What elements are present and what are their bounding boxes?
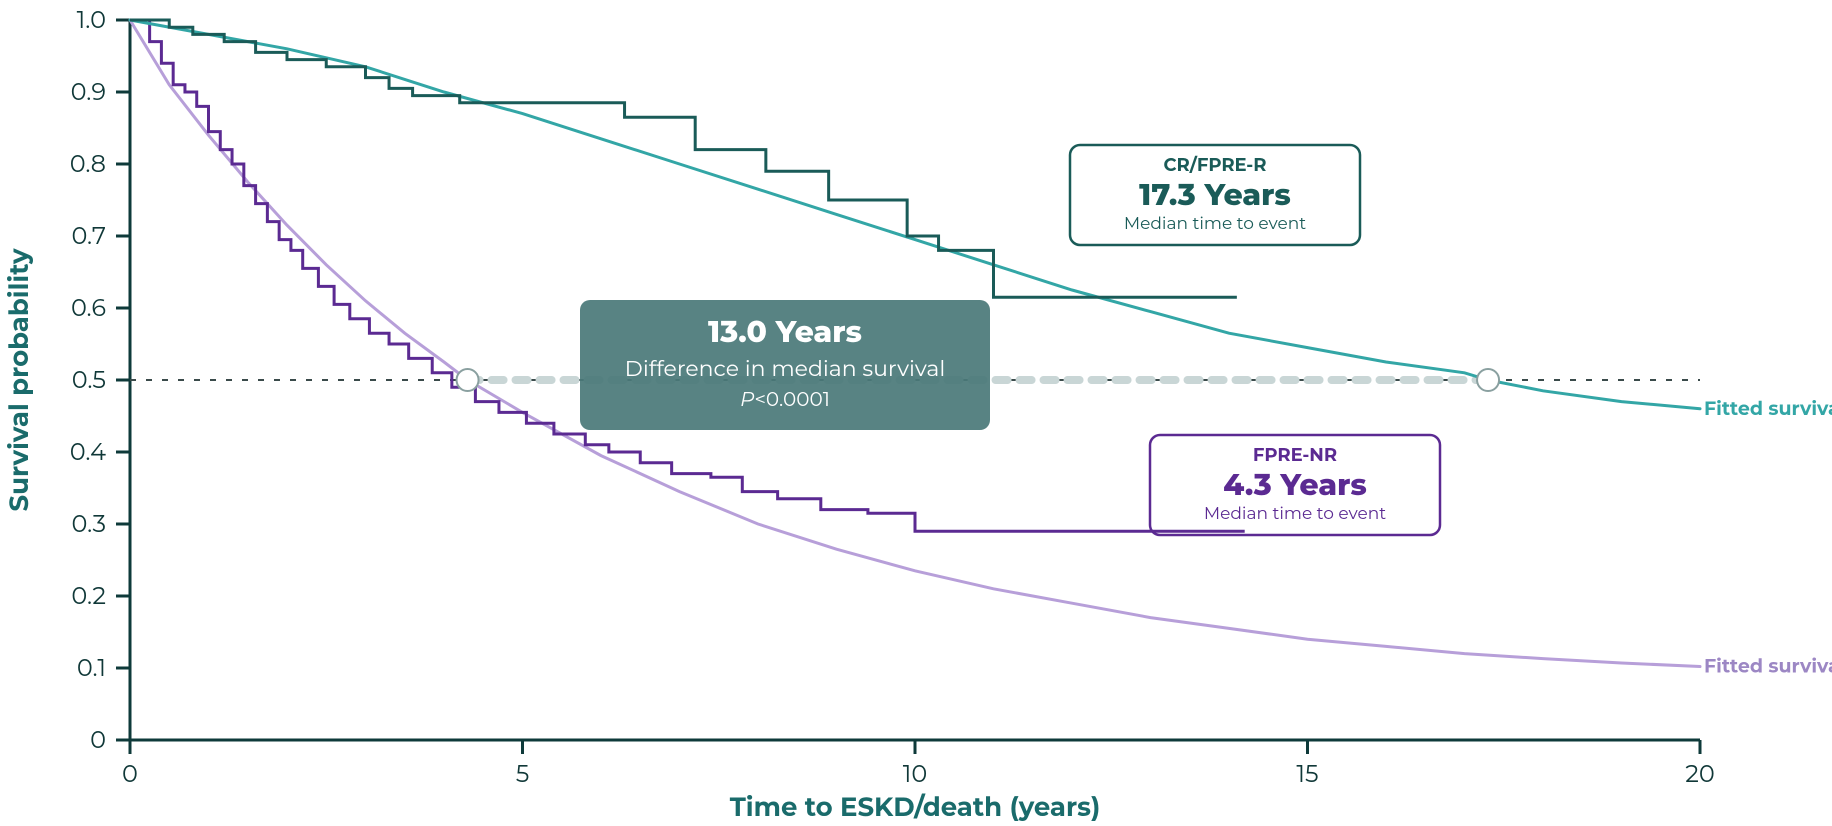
nr-callout-line1: FPRE-NR <box>1253 444 1337 466</box>
cr-callout-line2: 17.3 Years <box>1139 176 1291 213</box>
x-tick-label: 0 <box>122 760 138 789</box>
y-tick-label: 0.4 <box>70 438 106 467</box>
y-tick-label: 0.1 <box>77 654 106 683</box>
nr-step-curve <box>130 20 1245 531</box>
difference-subtitle: Difference in median survival <box>625 355 946 382</box>
y-tick-label: 0.7 <box>71 222 106 251</box>
y-tick-label: 0.9 <box>71 78 106 107</box>
x-tick-label: 15 <box>1296 760 1318 789</box>
x-axis-title: Time to ESKD/death (years) <box>730 791 1101 823</box>
cr-median-marker <box>1477 369 1499 391</box>
y-tick-label: 0.5 <box>72 366 106 395</box>
nr-callout-line3: Median time to event <box>1204 504 1386 524</box>
cr-callout-line3: Median time to event <box>1124 214 1306 234</box>
cr-callout-line1: CR/FPRE-R <box>1164 154 1267 176</box>
survival-chart: 0 0.1 0.2 0.3 0.4 0.5 0.6 0.7 0.8 0.9 1.0 0 5 10 15 20 T… <box>0 0 1832 826</box>
y-tick-label: 0.2 <box>71 582 106 611</box>
y-tick-label: 0 <box>90 726 106 755</box>
y-tick-label: 0.6 <box>71 294 106 323</box>
x-tick-label: 20 <box>1685 760 1714 789</box>
y-tick-label: 0.3 <box>72 510 107 539</box>
nr-median-marker <box>457 369 479 391</box>
cr-fitted-label: Fitted survival curve <box>1704 397 1832 420</box>
nr-fitted-label: Fitted survival curved <box>1704 654 1832 678</box>
chart-svg: 0 0.1 0.2 0.3 0.4 0.5 0.6 0.7 0.8 0.9 1.0 0 5 10 15 20 T… <box>0 0 1832 826</box>
y-tick-label: 0.8 <box>70 150 106 179</box>
difference-pvalue: P<0.0001 <box>740 388 830 412</box>
y-tick-label: 1.0 <box>77 6 106 35</box>
x-tick-label: 5 <box>516 760 530 789</box>
x-tick-label: 10 <box>903 760 928 789</box>
nr-callout-line2: 4.3 Years <box>1223 466 1367 503</box>
y-axis-title: Survival probability <box>3 248 35 511</box>
difference-title: 13.0 Years <box>708 313 862 350</box>
